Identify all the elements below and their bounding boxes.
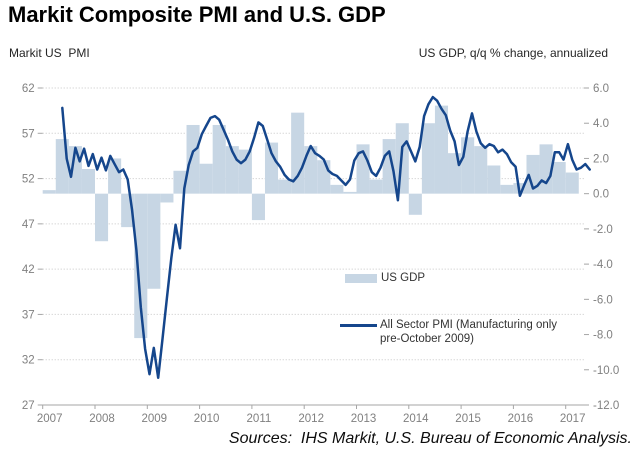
gdp-bar: [474, 146, 488, 194]
gdp-bar: [212, 124, 226, 194]
gdp-bar: [343, 191, 357, 194]
gdp-bar: [81, 169, 95, 194]
gdp-bar: [95, 193, 109, 242]
left-axis-tick-label: 62: [22, 83, 35, 95]
right-axis-tick-label: 4.0: [593, 118, 609, 130]
legend-pmi-label: All Sector PMI (Manufacturing only pre-O…: [380, 319, 558, 345]
gdp-bar: [264, 142, 279, 194]
x-axis-tick-label: 2012: [298, 413, 324, 425]
legend-gdp-label: US GDP: [381, 272, 426, 284]
right-axis-tick-label: -6.0: [593, 294, 613, 306]
left-axis-tick-label: 27: [22, 400, 35, 412]
right-axis-tick-label: -10.0: [593, 365, 619, 377]
right-axis-tick-label: 6.0: [593, 83, 609, 95]
gdp-bar: [160, 193, 174, 203]
right-axis-tick-label: -2.0: [593, 224, 613, 236]
x-axis-tick-label: 2007: [37, 413, 63, 425]
gdp-bar: [251, 193, 265, 221]
gdp-bar: [369, 179, 383, 194]
gdp-bar: [330, 184, 344, 194]
pmi-line-swatch-icon: [340, 324, 377, 327]
gdp-bar: [42, 190, 56, 194]
gdp-bar: [304, 146, 318, 194]
x-axis-tick-label: 2015: [455, 413, 481, 425]
x-axis-tick-label: 2011: [247, 413, 272, 425]
pmi-line: [61, 95, 591, 380]
left-axis-tick-label: 52: [22, 174, 35, 186]
right-axis-tick-label: 0.0: [593, 189, 609, 201]
gdp-bar: [408, 193, 422, 215]
right-axis-tick-label: 2.0: [593, 153, 609, 165]
gdp-bar: [278, 179, 292, 194]
chart-title: Markit Composite PMI and U.S. GDP: [8, 2, 386, 27]
gdp-bar: [448, 153, 462, 194]
x-axis-tick-label: 2010: [194, 413, 220, 425]
left-axis-tick-label: 42: [22, 264, 35, 276]
gdp-bar: [186, 124, 200, 194]
gdp-bar: [147, 193, 161, 289]
gdp-bar: [382, 139, 396, 194]
x-axis-tick-label: 2013: [351, 413, 377, 425]
x-axis-tick-label: 2014: [403, 413, 429, 425]
gdp-bar: [526, 154, 540, 194]
gdp-bar: [487, 165, 501, 194]
legend-pmi-item: All Sector PMI (Manufacturing only pre-O…: [340, 319, 568, 346]
left-axis-tick-label: 37: [22, 309, 35, 321]
gdp-bar: [500, 184, 514, 194]
x-axis-tick-label: 2016: [508, 413, 534, 425]
x-axis-tick-label: 2009: [142, 413, 168, 425]
gdp-bar: [108, 158, 122, 194]
x-axis-tick-label: 2017: [560, 413, 586, 425]
gdp-bar: [134, 193, 148, 339]
left-axis-tick-label: 57: [22, 128, 35, 140]
gdp-bar: [238, 149, 252, 194]
right-axis-tick-label: -8.0: [593, 330, 613, 342]
gdp-bar: [434, 105, 449, 194]
right-axis-tick-label: -4.0: [593, 259, 613, 271]
gdp-bar-swatch-icon: [345, 274, 377, 284]
right-axis-tick-label: -12.0: [593, 400, 619, 412]
gdp-bar: [421, 123, 435, 194]
gdp-bar: [199, 163, 213, 194]
source-note: Sources: IHS Markit, U.S. Bureau of Econ…: [228, 430, 632, 447]
legend-gdp-item: US GDP: [345, 272, 425, 286]
gdp-bar: [291, 112, 305, 194]
gdp-bar: [461, 137, 475, 194]
left-axis-label: Markit US PMI: [9, 46, 90, 60]
left-axis-tick-label: 32: [22, 355, 35, 367]
gdp-bar: [552, 161, 566, 194]
gdp-bar: [565, 172, 579, 194]
gdp-bar: [317, 160, 331, 194]
right-axis-label: US GDP, q/q % change, annualized: [418, 46, 608, 60]
left-axis-tick-label: 47: [22, 219, 35, 231]
x-axis-tick-label: 2008: [89, 413, 115, 425]
